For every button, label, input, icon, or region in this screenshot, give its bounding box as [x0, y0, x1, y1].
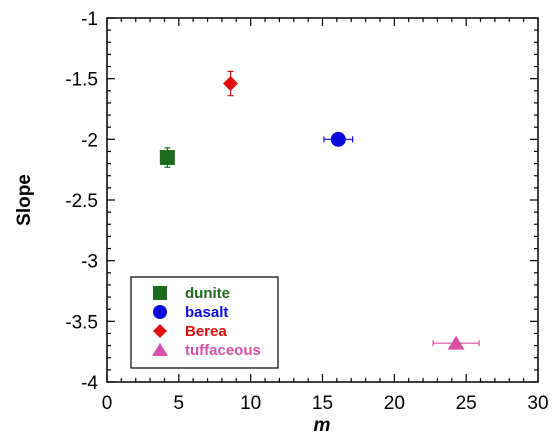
- x-tick-label: 15: [312, 393, 333, 414]
- y-tick-label: -3: [81, 252, 98, 273]
- axis-tick-labels: 0 5 10 15 20 25 30 -1 -1.5 -2 -2.5 -3 -3.5 -4: [65, 9, 548, 414]
- legend-marker-diamond: [153, 324, 167, 338]
- axis-ticks: [106, 17, 539, 383]
- legend-marker-square: [153, 286, 167, 300]
- data-point-circle: [330, 131, 346, 147]
- data-point-square: [159, 150, 175, 166]
- legend-marker-circle: [153, 305, 167, 319]
- y-tick-label: -1: [81, 9, 98, 30]
- x-axis-title: m: [314, 415, 331, 436]
- series-berea: [223, 70, 239, 97]
- legend-label: dunite: [185, 285, 230, 302]
- x-tick-label: 20: [384, 393, 405, 414]
- legend-label: basalt: [185, 304, 228, 321]
- legend-label: Berea: [185, 323, 227, 340]
- x-tick-label: 25: [456, 393, 477, 414]
- legend-label: tuffaceous: [185, 342, 261, 359]
- y-tick-label: -2.5: [65, 191, 98, 212]
- y-axis-title: Slope: [14, 174, 35, 226]
- x-tick-label: 5: [174, 393, 185, 414]
- series-basalt: [323, 131, 354, 147]
- y-tick-label: -2: [81, 130, 98, 151]
- y-tick-label: -4: [81, 373, 98, 394]
- data-points: [159, 70, 480, 350]
- x-tick-label: 10: [240, 393, 261, 414]
- legend: dunite basalt Berea tuffaceous: [130, 276, 279, 369]
- series-dunite: [159, 147, 175, 168]
- series-tuffaceous: [432, 335, 480, 350]
- x-tick-label: 30: [527, 393, 548, 414]
- legend-marker-triangle: [152, 343, 168, 356]
- y-tick-label: -1.5: [65, 70, 98, 91]
- data-point-diamond: [223, 76, 239, 92]
- y-tick-label: -3.5: [65, 312, 98, 333]
- data-point-triangle: [447, 335, 465, 350]
- x-tick-label: 0: [102, 393, 113, 414]
